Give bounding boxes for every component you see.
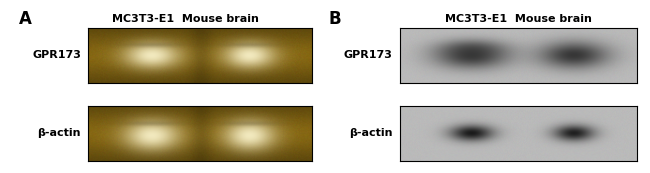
Text: GPR173: GPR173 <box>344 50 393 60</box>
Text: MC3T3-E1  Mouse brain: MC3T3-E1 Mouse brain <box>445 14 592 24</box>
Text: GPR173: GPR173 <box>32 50 81 60</box>
Text: β-actin: β-actin <box>349 128 393 138</box>
Text: β-actin: β-actin <box>38 128 81 138</box>
Text: MC3T3-E1  Mouse brain: MC3T3-E1 Mouse brain <box>112 14 259 24</box>
Text: A: A <box>18 10 31 28</box>
Text: B: B <box>328 10 341 28</box>
